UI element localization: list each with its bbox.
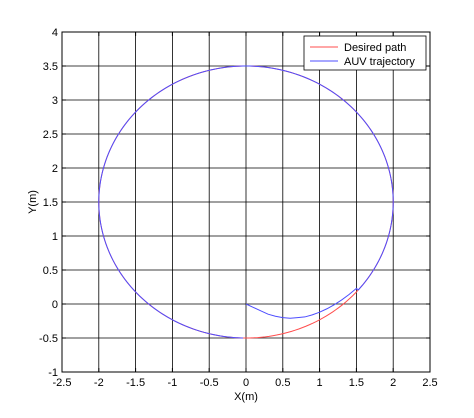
legend-label-auv-trajectory: AUV trajectory bbox=[344, 56, 415, 68]
axis-tick-labels: -2.5 -2 -1.5 -1 -0.5 0 0.5 1 1.5 2 2.5 -1 -0.5 0 0.5 1 1… bbox=[39, 27, 438, 389]
series-line-auv-trajectory bbox=[98, 65, 394, 339]
x-tick-label: 1.5 bbox=[349, 377, 364, 389]
x-tick-label: -0.5 bbox=[200, 377, 219, 389]
y-tick-label: 2.5 bbox=[43, 129, 58, 141]
x-tick-label: -2 bbox=[94, 377, 104, 389]
y-axis-label: Y(m) bbox=[27, 190, 39, 214]
y-tick-label: 0.5 bbox=[43, 265, 58, 277]
y-tick-label: 1.5 bbox=[43, 197, 58, 209]
x-tick-label: 1 bbox=[317, 377, 323, 389]
x-tick-label: 2.5 bbox=[422, 377, 437, 389]
y-tick-label: 0 bbox=[52, 299, 58, 311]
y-tick-label: 1 bbox=[52, 231, 58, 243]
y-tick-label: 3 bbox=[52, 95, 58, 107]
y-tick-label: 3.5 bbox=[43, 61, 58, 73]
x-tick-label: -2.5 bbox=[53, 377, 72, 389]
legend: Desired path AUV trajectory bbox=[303, 35, 427, 71]
x-axis-label: X(m) bbox=[234, 391, 258, 403]
x-tick-label: 0 bbox=[243, 377, 249, 389]
x-tick-label: 2 bbox=[390, 377, 396, 389]
y-tick-label: -1 bbox=[48, 367, 58, 379]
series-layer bbox=[98, 65, 394, 339]
x-tick-label: 0.5 bbox=[275, 377, 290, 389]
x-tick-label: -1 bbox=[168, 377, 178, 389]
x-tick-label: -1.5 bbox=[126, 377, 145, 389]
y-tick-label: -0.5 bbox=[39, 333, 58, 345]
axis-ticks bbox=[61, 31, 431, 373]
legend-box bbox=[303, 35, 427, 71]
legend-label-desired-path: Desired path bbox=[344, 42, 406, 54]
y-tick-label: 4 bbox=[52, 27, 58, 39]
y-tick-label: 2 bbox=[52, 163, 58, 175]
